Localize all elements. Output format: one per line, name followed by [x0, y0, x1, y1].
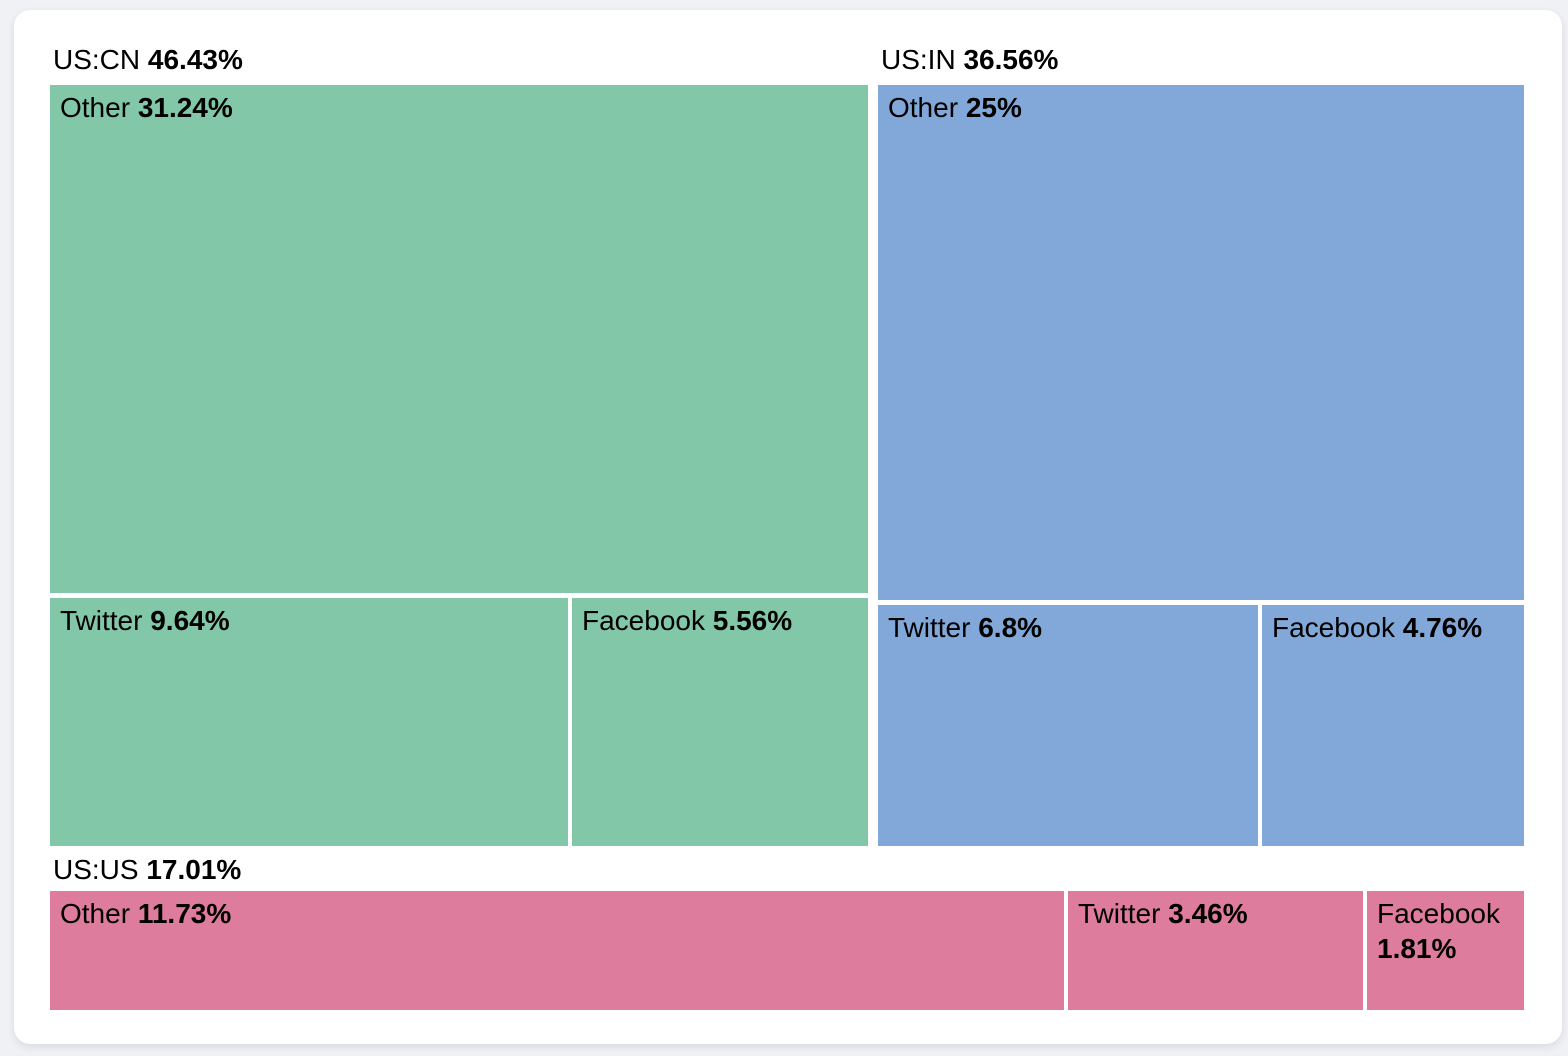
treemap-cell-us-in-twitter[interactable]: Twitter 6.8% — [878, 605, 1258, 846]
treemap-cell-us-us-facebook[interactable]: Facebook 1.81% — [1367, 891, 1524, 1010]
group-label: US:US — [53, 854, 147, 885]
cell-label: Twitter — [888, 612, 979, 643]
treemap-cell-us-cn-other[interactable]: Other 31.24% — [50, 85, 868, 593]
cell-label: Twitter — [1078, 898, 1169, 929]
treemap-cell-us-us-other[interactable]: Other 11.73% — [50, 891, 1064, 1010]
group-value: 36.56% — [963, 44, 1059, 75]
cell-label: Facebook — [1272, 612, 1403, 643]
group-header-us-cn: US:CN 46.43% — [53, 42, 243, 78]
group-value: 46.43% — [147, 44, 243, 75]
treemap-cell-us-cn-facebook[interactable]: Facebook 5.56% — [572, 598, 868, 846]
group-value: 17.01% — [146, 854, 242, 885]
cell-label: Other — [888, 92, 966, 123]
cell-value: 6.8% — [978, 612, 1043, 643]
cell-value: 9.64% — [150, 605, 230, 636]
cell-value: 31.24% — [137, 92, 233, 123]
group-label: US:CN — [53, 44, 148, 75]
treemap: US:CN 46.43% Other 31.24% Twitter 9.64% Fac… — [50, 40, 1524, 1010]
cell-value: 11.73% — [137, 898, 232, 929]
cell-label: Facebook — [1377, 898, 1500, 929]
treemap-cell-us-us-twitter[interactable]: Twitter 3.46% — [1068, 891, 1363, 1010]
cell-value: 1.81% — [1377, 933, 1457, 964]
treemap-cell-us-cn-twitter[interactable]: Twitter 9.64% — [50, 598, 568, 846]
cell-value: 3.46% — [1168, 898, 1248, 929]
cell-label: Other — [60, 92, 138, 123]
cell-value: 25% — [965, 92, 1022, 123]
group-label: US:IN — [881, 44, 964, 75]
group-header-us-in: US:IN 36.56% — [881, 42, 1058, 78]
cell-label: Facebook — [582, 605, 713, 636]
cell-label: Twitter — [60, 605, 151, 636]
treemap-cell-us-in-other[interactable]: Other 25% — [878, 85, 1524, 600]
cell-value: 4.76% — [1402, 612, 1483, 643]
group-header-us-us: US:US 17.01% — [53, 852, 241, 888]
cell-value: 5.56% — [712, 605, 793, 636]
chart-card: US:CN 46.43% Other 31.24% Twitter 9.64% Fac… — [14, 10, 1562, 1044]
cell-label: Other — [60, 898, 138, 929]
treemap-cell-us-in-facebook[interactable]: Facebook 4.76% — [1262, 605, 1524, 846]
